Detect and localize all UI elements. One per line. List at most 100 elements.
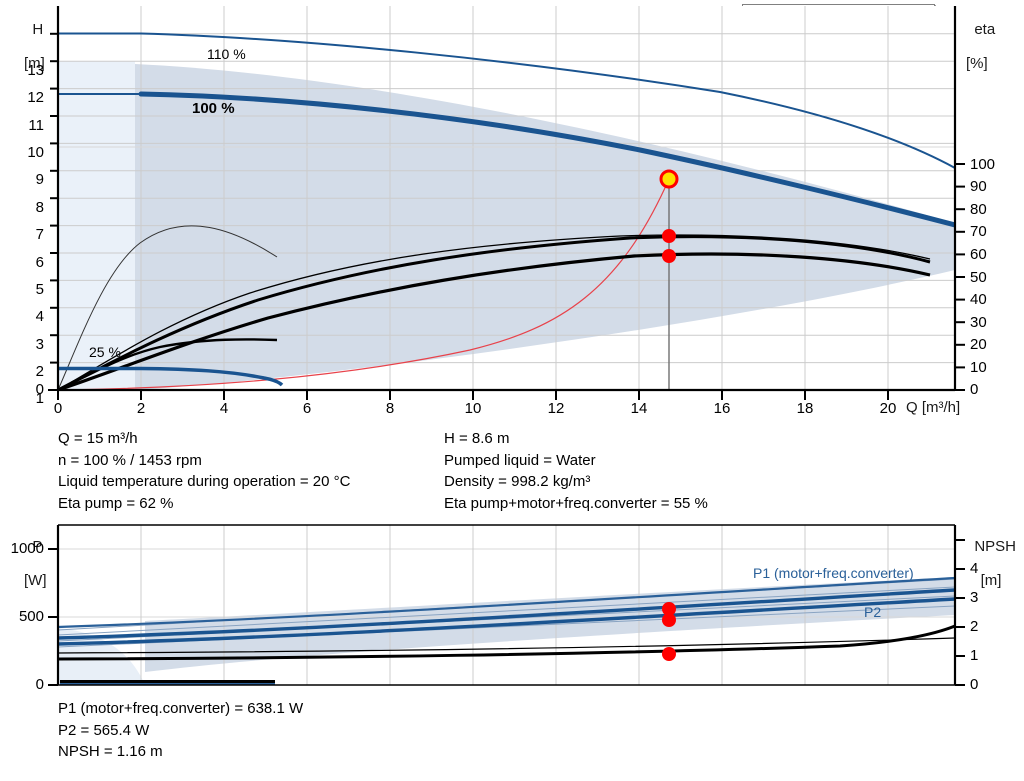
duty-marker-p2	[662, 613, 676, 627]
tick-npsh-3: 3	[970, 589, 979, 606]
eta-total-curve	[58, 252, 931, 390]
tick-h-12: 12	[27, 89, 44, 106]
bottom-right-ticks	[955, 539, 965, 686]
readout-etapump: Eta pump = 62 %	[58, 494, 174, 512]
tick-h-5: 5	[35, 281, 44, 298]
tick-eta-10: 10	[970, 359, 987, 376]
tick-eta-80: 80	[970, 201, 987, 218]
duty-marker-p1	[662, 602, 676, 616]
readout-bottom-block: P1 (motor+freq.converter) = 638.1 W P2 =…	[58, 698, 303, 763]
tick-npsh-0: 0	[970, 676, 979, 693]
duty-marker-npsh	[662, 647, 676, 661]
top-right-axis-unit: [%]	[966, 55, 988, 72]
tick-eta-20: 20	[970, 336, 987, 353]
top-x-ticks	[57, 390, 889, 400]
readout-q: Q = 15 m³/h	[58, 430, 138, 447]
bottom-left-ticks	[48, 548, 58, 686]
bottom-right-axis-name: NPSH	[974, 538, 1017, 555]
head-25-curve	[58, 366, 284, 387]
tick-q-6: 6	[302, 400, 312, 417]
top-left-axis-name: H	[32, 21, 44, 38]
tick-h-3: 3	[35, 336, 44, 353]
tick-q-10: 10	[464, 400, 482, 417]
bottom-right-axis-title: NPSH [m]	[966, 521, 1016, 606]
p2-curve	[58, 597, 955, 646]
tick-q-8: 8	[385, 400, 395, 417]
npsh-curve	[58, 624, 955, 661]
tick-h-4: 4	[35, 308, 44, 325]
tick-p-1000: 1000	[10, 540, 44, 557]
tick-q-2: 2	[136, 400, 146, 417]
tick-h-8: 8	[35, 199, 44, 216]
tick-npsh-1: 1	[970, 647, 979, 664]
top-right-axis-name: eta	[974, 21, 996, 38]
tick-h-2: 2	[35, 363, 44, 380]
top-grid-vertical	[140, 6, 889, 390]
tick-eta-90: 90	[970, 178, 987, 195]
duty-marker-eta-total	[662, 249, 676, 263]
tick-eta-50: 50	[970, 269, 987, 286]
tick-h-0: 0	[35, 381, 44, 398]
tick-h-1: 1	[35, 390, 44, 407]
readout-p2: P2 = 565.4 W	[58, 721, 150, 739]
readout-left-column: Q = 15 m³/h n = 100 % / 1453 rpm Liquid …	[58, 428, 350, 514]
tick-p-500: 500	[18, 608, 44, 625]
readout-temp: Liquid temperature during operation = 20…	[58, 473, 351, 490]
readout-density: Density = 998.2 kg/m³	[444, 473, 591, 490]
readout-right-column: H = 8.6 m Pumped liquid = Water Density …	[444, 428, 708, 514]
tick-eta-60: 60	[970, 246, 987, 263]
label-p2-curve: P2	[864, 604, 882, 620]
tick-q-12: 12	[547, 400, 565, 417]
tick-h-13: 13	[27, 62, 44, 79]
tick-q-4: 4	[219, 400, 229, 417]
bottom-left-axis-unit: [W]	[24, 572, 47, 589]
eta-25-curve	[58, 338, 278, 390]
tick-h-11: 11	[28, 117, 44, 134]
tick-p-0: 0	[35, 676, 44, 693]
tick-h-7: 7	[35, 226, 44, 243]
readout-liquid: Pumped liquid = Water	[444, 451, 596, 469]
annotation-25-percent: 25 %	[89, 344, 121, 360]
tick-h-9: 9	[35, 171, 44, 188]
tick-eta-40: 40	[970, 291, 987, 308]
tick-npsh-4: 4	[970, 560, 979, 577]
envelope-band	[135, 64, 955, 390]
top-left-axis-unit: [m]	[24, 55, 45, 72]
top-x-axis-title: Q [m³/h]	[906, 399, 961, 416]
bottom-left-axis-title: P [W]	[24, 521, 47, 606]
tick-q-16: 16	[713, 400, 731, 417]
bottom-right-axis-unit: [m]	[980, 572, 1002, 589]
annotation-110-percent: 110 %	[207, 46, 246, 62]
top-left-ticks	[48, 32, 58, 391]
readout-npsh: NPSH = 1.16 m	[58, 743, 163, 760]
top-right-axis-title: eta [%]	[966, 4, 995, 89]
tick-npsh-2: 2	[970, 618, 979, 635]
system-curve	[58, 178, 670, 390]
label-p1-curve: P1 (motor+freq.converter)	[753, 565, 914, 581]
bottom-chart-plot	[48, 524, 965, 686]
annotation-100-percent: 100 %	[192, 100, 235, 117]
tick-h-10: 10	[27, 144, 44, 161]
top-chart-plot	[48, 6, 965, 400]
npsh-thin-curve	[58, 637, 955, 654]
tick-q-14: 14	[630, 400, 648, 417]
readout-p1: P1 (motor+freq.converter) = 638.1 W	[58, 700, 304, 717]
tick-eta-0: 0	[970, 381, 979, 398]
tick-eta-100: 100	[970, 156, 996, 173]
readout-h: H = 8.6 m	[444, 430, 510, 447]
head-110-curve	[58, 32, 955, 169]
tick-eta-30: 30	[970, 314, 987, 331]
top-left-axis-title: H [m]	[24, 4, 45, 89]
tick-q-20: 20	[879, 400, 897, 417]
tick-eta-70: 70	[970, 223, 987, 240]
p1-100-curve	[58, 588, 955, 640]
bottom-left-axis-name: P	[32, 538, 43, 555]
eta-pump-100-curve	[58, 235, 931, 390]
top-right-ticks	[955, 163, 965, 391]
tick-h-6: 6	[35, 254, 44, 271]
p-guide-2	[58, 586, 955, 636]
head-100-curve	[138, 91, 955, 228]
readout-n: n = 100 % / 1453 rpm	[58, 451, 202, 469]
p1-110-curve	[58, 576, 955, 629]
readout-etatotal: Eta pump+motor+freq.converter = 55 %	[444, 494, 708, 512]
